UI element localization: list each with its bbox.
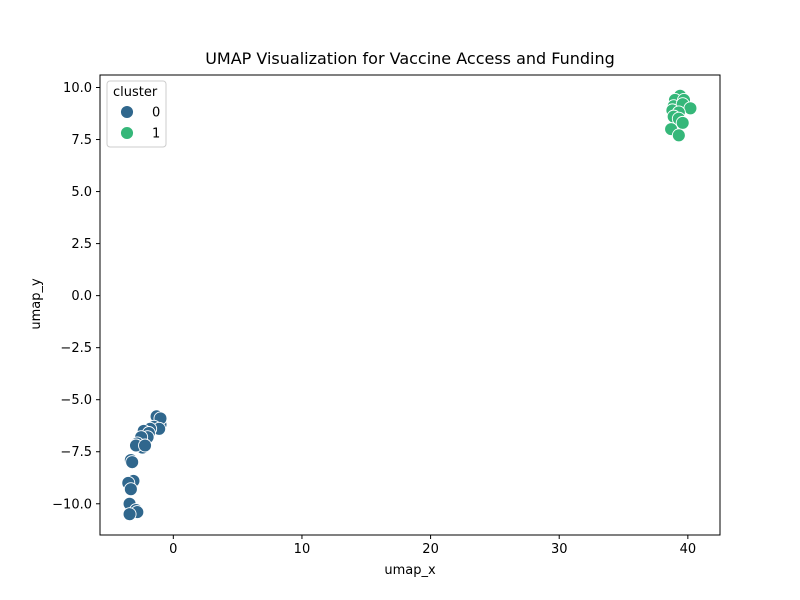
y-tick-label: 7.5 xyxy=(71,133,92,148)
data-point xyxy=(126,456,139,469)
x-axis-label: umap_x xyxy=(384,563,436,578)
y-tick-label: −5.0 xyxy=(60,393,92,408)
x-tick-label: 20 xyxy=(422,542,439,557)
legend-marker xyxy=(121,127,134,140)
data-point xyxy=(123,508,136,521)
y-tick-label: 0.0 xyxy=(71,289,92,304)
x-tick-label: 10 xyxy=(294,542,311,557)
legend-label: 1 xyxy=(152,127,160,142)
x-tick-label: 30 xyxy=(551,542,568,557)
y-tick-label: 5.0 xyxy=(71,185,92,200)
x-tick-label: 0 xyxy=(169,542,177,557)
y-axis-label: umap_y xyxy=(29,278,44,330)
x-tick-label: 40 xyxy=(680,542,697,557)
y-tick-label: −7.5 xyxy=(60,445,92,460)
data-point xyxy=(684,102,697,115)
data-point xyxy=(139,439,152,452)
y-tick-label: 2.5 xyxy=(71,237,92,252)
chart-title: UMAP Visualization for Vaccine Access an… xyxy=(205,49,615,68)
y-tick-label: −10.0 xyxy=(52,497,92,512)
legend-marker xyxy=(121,106,134,119)
data-point xyxy=(676,116,689,129)
legend: cluster 0 1 xyxy=(107,81,166,147)
y-tick-label: −2.5 xyxy=(60,341,92,356)
legend-label: 0 xyxy=(152,106,160,121)
legend-title: cluster xyxy=(113,85,158,100)
y-tick-label: 10.0 xyxy=(63,81,92,96)
data-point xyxy=(672,129,685,142)
data-point xyxy=(124,483,137,496)
